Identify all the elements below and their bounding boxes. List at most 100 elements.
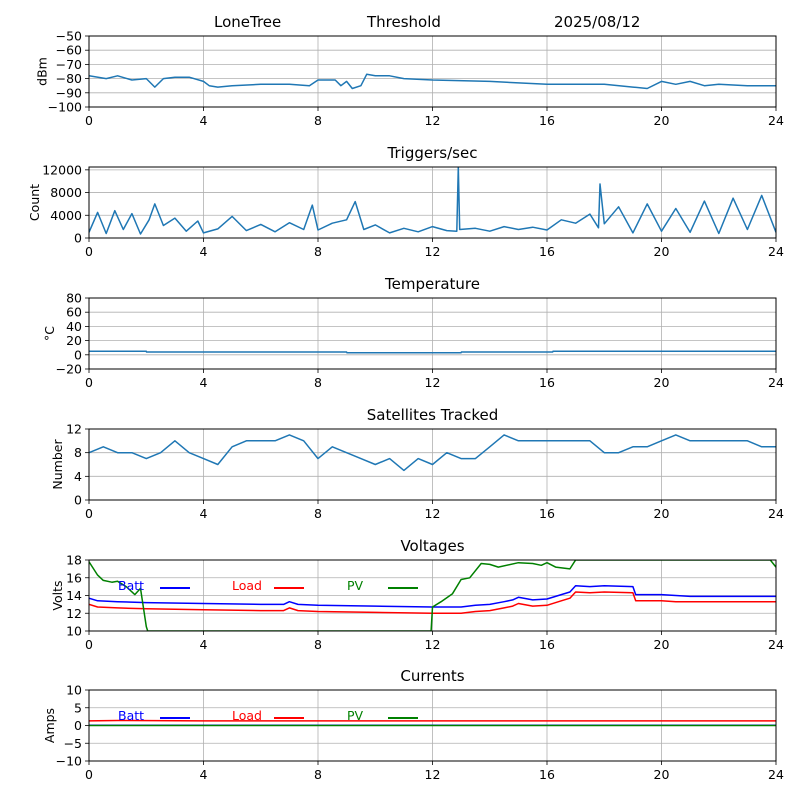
series-line-1 — [89, 73, 776, 90]
x-tick-label: 24 — [768, 637, 784, 652]
header-station: LoneTree — [214, 13, 281, 31]
header-mode: Threshold — [366, 13, 441, 31]
y-tick-label: −60 — [56, 43, 82, 58]
y-tick-label: 12 — [66, 606, 82, 621]
y-tick-label: −90 — [56, 85, 82, 100]
chart-title: Temperature — [384, 275, 480, 293]
y-tick-label: 20 — [66, 333, 82, 348]
y-tick-label: 12000 — [42, 162, 82, 177]
legend-label-pv: PV — [347, 708, 364, 723]
x-tick-label: 20 — [654, 244, 670, 259]
x-tick-label: 12 — [425, 767, 441, 782]
series-line-load — [89, 591, 776, 615]
legend-label-load: Load — [232, 708, 262, 723]
header-date: 2025/08/12 — [554, 13, 640, 31]
series-group — [89, 167, 776, 235]
y-tick-label: 14 — [66, 588, 82, 603]
x-tick-label: 20 — [654, 113, 670, 128]
x-tick-label: 20 — [654, 767, 670, 782]
x-tick-label: 8 — [314, 637, 322, 652]
x-tick-label: 0 — [85, 244, 93, 259]
x-tick-label: 8 — [314, 375, 322, 390]
y-tick-label: 18 — [66, 553, 82, 568]
x-tick-label: 4 — [200, 244, 208, 259]
x-tick-label: 24 — [768, 767, 784, 782]
y-tick-label: −20 — [56, 362, 82, 377]
y-axis-label: dBm — [35, 57, 50, 86]
series-group — [89, 434, 776, 472]
x-tick-label: 0 — [85, 375, 93, 390]
y-tick-label: 0 — [74, 493, 82, 508]
chart-panel-5: 0 4 8 12 16 20 24 10 12 14 16 18 Voltages Volts Batt Lo… — [50, 537, 784, 652]
x-tick-label: 24 — [768, 506, 784, 521]
chart-title: Currents — [400, 667, 464, 685]
x-tick-label: 12 — [425, 375, 441, 390]
y-tick-label: 0 — [74, 347, 82, 362]
x-tick-label: 0 — [85, 506, 93, 521]
series-group — [89, 719, 776, 727]
y-tick-label: 10 — [66, 683, 82, 698]
x-tick-label: 8 — [314, 244, 322, 259]
x-tick-label: 24 — [768, 244, 784, 259]
x-tick-label: 0 — [85, 767, 93, 782]
y-tick-label: −10 — [56, 754, 82, 769]
x-tick-label: 4 — [200, 767, 208, 782]
x-tick-label: 4 — [200, 506, 208, 521]
x-tick-label: 16 — [539, 244, 555, 259]
x-tick-label: 12 — [425, 244, 441, 259]
x-tick-label: 20 — [654, 506, 670, 521]
x-tick-label: 4 — [200, 113, 208, 128]
y-tick-label: 8 — [74, 445, 82, 460]
y-tick-label: −70 — [56, 57, 82, 72]
legend: Batt Load PV — [118, 708, 418, 723]
x-tick-label: 12 — [425, 637, 441, 652]
y-tick-label: 4 — [74, 469, 82, 484]
y-axis-label: Number — [50, 439, 65, 490]
legend-label-pv: PV — [347, 578, 364, 593]
legend-label-load: Load — [232, 578, 262, 593]
chart-panel-4: 0 4 8 12 16 20 24 0 4 8 12 Satellites Tracked Number — [50, 406, 784, 521]
y-axis-label: Count — [27, 184, 42, 221]
series-line-1 — [89, 167, 776, 235]
y-tick-label: 10 — [66, 624, 82, 639]
x-tick-label: 16 — [539, 637, 555, 652]
y-tick-label: −80 — [56, 71, 82, 86]
y-tick-label: 4000 — [50, 208, 82, 223]
chart-title: Satellites Tracked — [367, 406, 498, 424]
y-tick-label: 0 — [74, 231, 82, 246]
x-tick-label: 8 — [314, 113, 322, 128]
legend: Batt Load PV — [118, 578, 418, 593]
x-tick-label: 8 — [314, 767, 322, 782]
x-tick-label: 12 — [425, 113, 441, 128]
x-tick-label: 16 — [539, 375, 555, 390]
series-line-pv — [89, 560, 776, 631]
y-axis-label: Volts — [50, 580, 65, 610]
x-tick-label: 24 — [768, 113, 784, 128]
y-tick-label: −100 — [48, 100, 82, 115]
series-group — [89, 560, 776, 631]
x-tick-label: 8 — [314, 506, 322, 521]
y-tick-label: 80 — [66, 291, 82, 306]
y-axis-label: Amps — [42, 708, 57, 743]
y-tick-label: 40 — [66, 319, 82, 334]
x-tick-label: 16 — [539, 506, 555, 521]
chart-panel-6: 0 4 8 12 16 20 24 −10 −5 0 5 10 Currents Amps Batt Load… — [42, 667, 784, 782]
series-line-batt — [89, 584, 776, 608]
x-tick-label: 20 — [654, 637, 670, 652]
y-tick-label: 12 — [66, 422, 82, 437]
y-tick-label: 5 — [74, 700, 82, 715]
y-tick-label: −5 — [64, 736, 82, 751]
x-tick-label: 12 — [425, 506, 441, 521]
series-line-1 — [89, 350, 776, 354]
x-tick-label: 16 — [539, 767, 555, 782]
y-tick-label: −50 — [56, 29, 82, 44]
x-tick-label: 0 — [85, 113, 93, 128]
series-line-1 — [89, 434, 776, 472]
x-tick-label: 24 — [768, 375, 784, 390]
x-tick-label: 20 — [654, 375, 670, 390]
y-tick-label: 8000 — [50, 185, 82, 200]
x-tick-label: 4 — [200, 637, 208, 652]
legend-label-batt: Batt — [118, 578, 144, 593]
chart-title: Voltages — [400, 537, 464, 555]
